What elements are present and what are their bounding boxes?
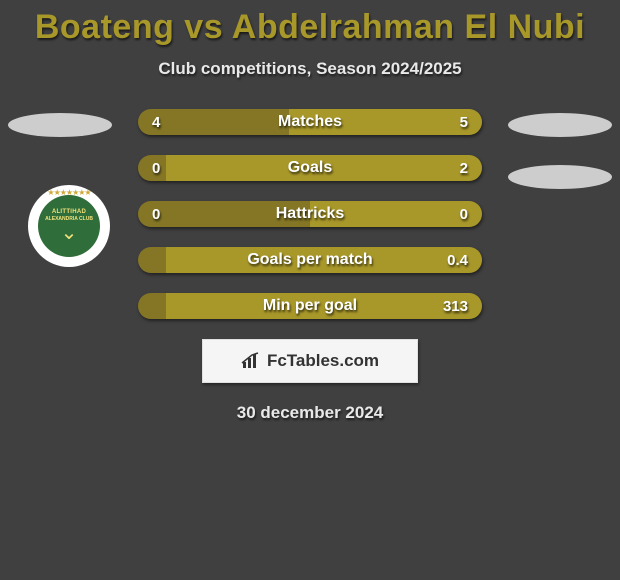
stat-bar: 313Min per goal [138,293,482,319]
comparison-subtitle: Club competitions, Season 2024/2025 [0,59,620,79]
content-area: ★★★★★★★ ALITTIHAD ALEXANDRIA CLUB ⌄ 45Ma… [0,109,620,423]
stat-bar: 00Hattricks [138,201,482,227]
club-wheat-icon: ⌄ [61,220,78,245]
player2-placeholder2-icon [508,165,612,189]
club-badge-icon: ★★★★★★★ ALITTIHAD ALEXANDRIA CLUB ⌄ [28,185,110,267]
club-badge-line1: ALITTIHAD [52,209,86,215]
bar-chart-icon [241,352,263,370]
stat-bars: 45Matches 02Goals 00Hattricks 0.4Goals per … [138,109,482,319]
stat-bar: 0.4Goals per match [138,247,482,273]
stat-label: Hattricks [138,205,482,223]
club-badge-inner: ★★★★★★★ ALITTIHAD ALEXANDRIA CLUB ⌄ [38,195,100,257]
stat-bar: 02Goals [138,155,482,181]
fctables-logo-text: FcTables.com [267,351,379,371]
stat-label: Goals per match [138,251,482,269]
stat-bar: 45Matches [138,109,482,135]
comparison-title: Boateng vs Abdelrahman El Nubi [0,0,620,47]
stat-label: Matches [138,113,482,131]
comparison-date: 30 december 2024 [0,403,620,423]
club-stars-icon: ★★★★★★★ [47,188,90,197]
player1-placeholder-icon [8,113,112,137]
stat-label: Goals [138,159,482,177]
stat-label: Min per goal [138,297,482,315]
player2-placeholder-icon [508,113,612,137]
fctables-logo: FcTables.com [202,339,418,383]
